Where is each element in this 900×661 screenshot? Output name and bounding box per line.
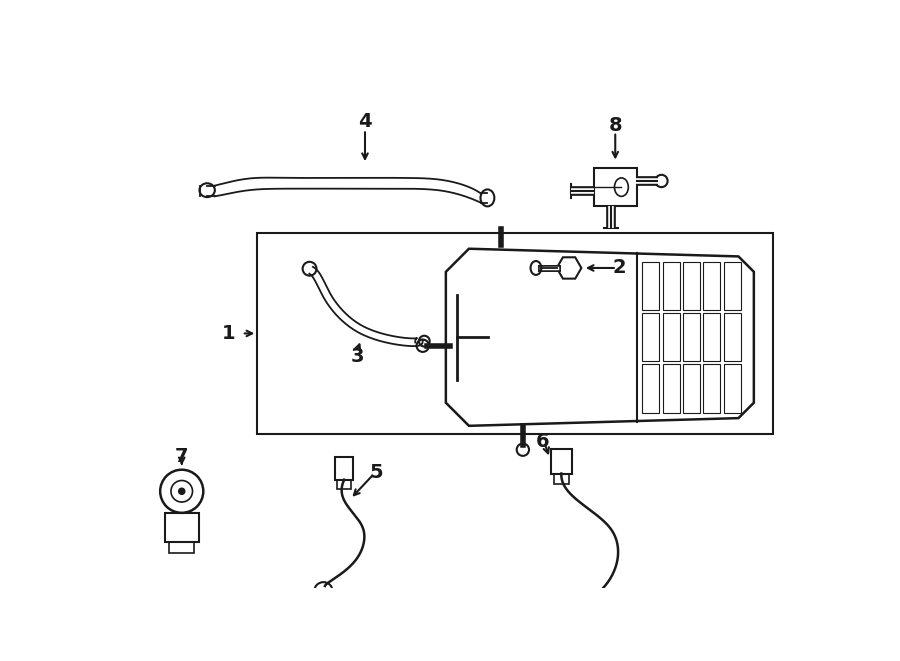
Bar bbox=[338, 480, 351, 489]
Bar bbox=[724, 364, 741, 412]
Bar bbox=[335, 457, 354, 480]
Bar bbox=[703, 313, 720, 362]
Text: 7: 7 bbox=[175, 447, 188, 466]
Bar bbox=[724, 262, 741, 310]
Text: 3: 3 bbox=[351, 347, 364, 366]
Text: 1: 1 bbox=[222, 324, 236, 343]
Bar bbox=[683, 364, 700, 412]
Bar bbox=[165, 513, 199, 542]
Bar bbox=[683, 313, 700, 362]
Bar bbox=[643, 364, 660, 412]
Bar bbox=[595, 168, 637, 206]
Bar bbox=[703, 262, 720, 310]
Bar bbox=[554, 473, 569, 484]
Bar bbox=[257, 233, 773, 434]
Text: 5: 5 bbox=[370, 463, 383, 481]
Bar bbox=[551, 449, 572, 473]
Bar bbox=[703, 364, 720, 412]
Bar bbox=[724, 313, 741, 362]
Bar bbox=[643, 262, 660, 310]
Text: 2: 2 bbox=[612, 258, 625, 278]
Circle shape bbox=[179, 488, 184, 494]
Bar bbox=[169, 542, 194, 553]
Text: 6: 6 bbox=[536, 432, 549, 451]
Bar bbox=[662, 313, 680, 362]
Text: 4: 4 bbox=[358, 112, 372, 131]
Text: 8: 8 bbox=[608, 116, 622, 135]
Bar bbox=[662, 364, 680, 412]
Bar bbox=[662, 262, 680, 310]
Bar bbox=[643, 313, 660, 362]
Bar bbox=[683, 262, 700, 310]
